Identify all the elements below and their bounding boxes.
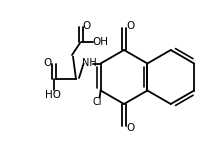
Text: OH: OH	[91, 37, 108, 47]
Text: O: O	[126, 21, 135, 31]
Text: HO: HO	[45, 90, 61, 100]
Text: O: O	[82, 21, 91, 31]
Text: Cl: Cl	[92, 97, 102, 107]
Text: NH: NH	[82, 58, 97, 68]
Text: O: O	[126, 123, 135, 133]
Text: O: O	[44, 58, 52, 68]
